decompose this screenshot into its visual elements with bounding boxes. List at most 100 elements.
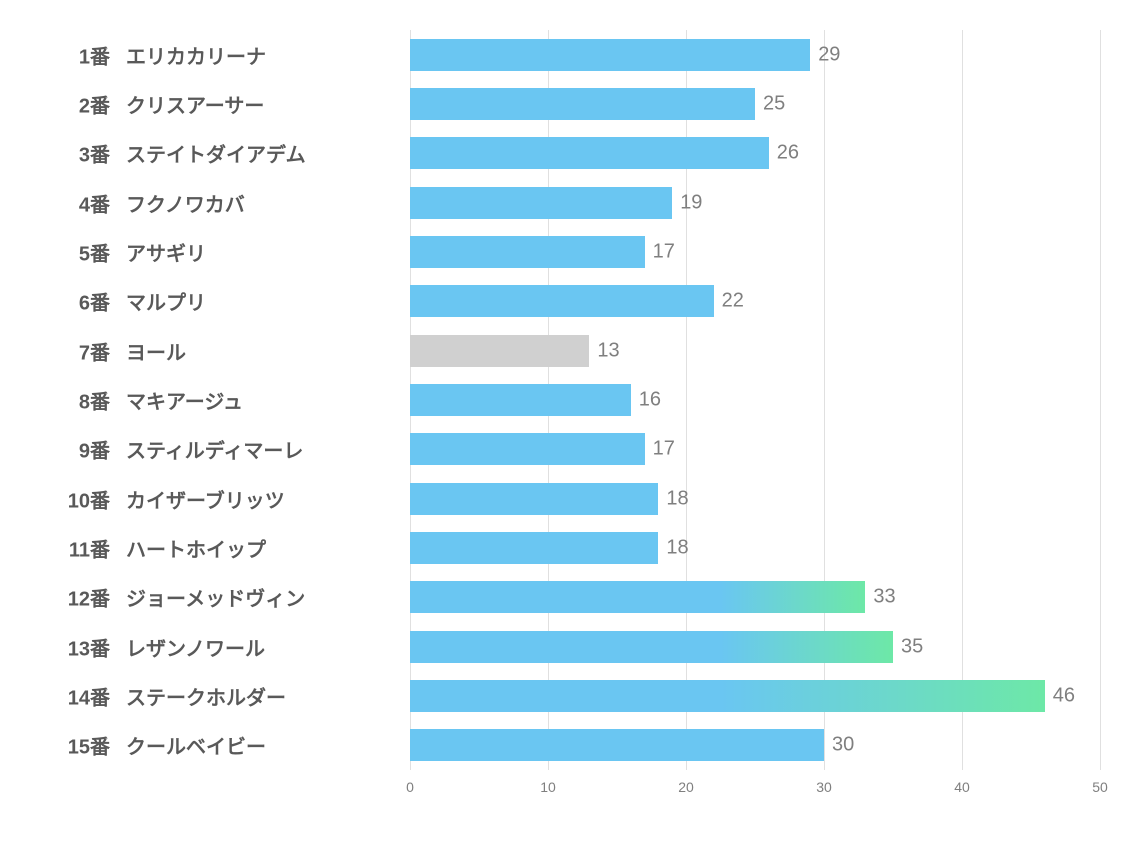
chart-row: 14番ステークホルダー 46: [40, 671, 1100, 720]
row-name: ハートホイップ: [126, 533, 406, 562]
bar-track: 13: [410, 335, 1100, 367]
bar-value: 35: [901, 635, 923, 658]
bar-value: 18: [666, 536, 688, 559]
row-number: 5番: [40, 237, 110, 266]
bar-track: 22: [410, 285, 1100, 317]
bar-value: 19: [680, 191, 702, 214]
chart-row: 2番クリスアーサー 25: [40, 79, 1100, 128]
bar-track: 25: [410, 88, 1100, 120]
bar: [410, 187, 672, 219]
bar-value: 18: [666, 487, 688, 510]
row-number: 4番: [40, 188, 110, 217]
row-name: エリカカリーナ: [126, 40, 406, 69]
bar-track: 18: [410, 532, 1100, 564]
bar-value: 26: [777, 142, 799, 165]
bar-value: 13: [597, 339, 619, 362]
bar-track: 29: [410, 39, 1100, 71]
bar-value: 30: [832, 734, 854, 757]
chart-row: 7番ヨール 13: [40, 326, 1100, 375]
bar-track: 17: [410, 433, 1100, 465]
bar: [410, 631, 893, 663]
bar-track: 26: [410, 137, 1100, 169]
chart-row: 12番ジョーメッドヴィン 33: [40, 573, 1100, 622]
row-number: 10番: [40, 484, 110, 513]
x-tick-label: 50: [1092, 779, 1108, 795]
bar: [410, 137, 769, 169]
bar-track: 35: [410, 631, 1100, 663]
row-number: 14番: [40, 681, 110, 710]
row-name: フクノワカバ: [126, 188, 406, 217]
x-tick-label: 40: [954, 779, 970, 795]
bar: [410, 335, 589, 367]
chart-row: 9番スティルディマーレ 17: [40, 425, 1100, 474]
chart-row: 8番マキアージュ 16: [40, 375, 1100, 424]
chart-row: 3番ステイトダイアデム 26: [40, 129, 1100, 178]
bar: [410, 236, 645, 268]
chart-rows: 1番エリカカリーナ 29 2番クリスアーサー 25 3番ステイトダイアデム 26 4番フクノ…: [40, 30, 1100, 770]
bar-track: 17: [410, 236, 1100, 268]
chart-row: 6番マルプリ 22: [40, 277, 1100, 326]
x-tick-label: 0: [406, 779, 414, 795]
bar-value: 17: [653, 438, 675, 461]
row-name: アサギリ: [126, 237, 406, 266]
bar-value: 25: [763, 92, 785, 115]
bar: [410, 680, 1045, 712]
bar: [410, 39, 810, 71]
row-number: 6番: [40, 287, 110, 316]
row-name: ジョーメッドヴィン: [126, 583, 406, 612]
row-name: ステークホルダー: [126, 681, 406, 710]
bar-track: 33: [410, 581, 1100, 613]
row-name: カイザーブリッツ: [126, 484, 406, 513]
bar: [410, 285, 714, 317]
x-tick-label: 10: [540, 779, 556, 795]
row-name: クールベイビー: [126, 731, 406, 760]
chart-row: 11番ハートホイップ 18: [40, 523, 1100, 572]
chart-row: 15番クールベイビー 30: [40, 721, 1100, 770]
bar-track: 16: [410, 384, 1100, 416]
bar-track: 46: [410, 680, 1100, 712]
row-number: 2番: [40, 89, 110, 118]
row-name: ステイトダイアデム: [126, 139, 406, 168]
row-number: 1番: [40, 40, 110, 69]
row-number: 9番: [40, 435, 110, 464]
row-number: 11番: [40, 533, 110, 562]
bar-track: 18: [410, 483, 1100, 515]
bar-value: 29: [818, 43, 840, 66]
row-name: マルプリ: [126, 287, 406, 316]
row-name: ヨール: [126, 336, 406, 365]
bar-value: 46: [1053, 684, 1075, 707]
bar: [410, 483, 658, 515]
row-number: 13番: [40, 632, 110, 661]
row-number: 15番: [40, 731, 110, 760]
horizontal-bar-chart: 1番エリカカリーナ 29 2番クリスアーサー 25 3番ステイトダイアデム 26 4番フクノ…: [40, 30, 1100, 820]
row-name: スティルディマーレ: [126, 435, 406, 464]
bar-track: 19: [410, 187, 1100, 219]
row-name: マキアージュ: [126, 385, 406, 414]
bar-value: 16: [639, 388, 661, 411]
chart-row: 5番アサギリ 17: [40, 227, 1100, 276]
chart-row: 1番エリカカリーナ 29: [40, 30, 1100, 79]
chart-row: 4番フクノワカバ 19: [40, 178, 1100, 227]
chart-row: 13番レザンノワール 35: [40, 622, 1100, 671]
bar: [410, 88, 755, 120]
row-name: クリスアーサー: [126, 89, 406, 118]
bar: [410, 384, 631, 416]
bar: [410, 729, 824, 761]
bar-value: 22: [722, 290, 744, 313]
bar-value: 33: [873, 586, 895, 609]
row-name: レザンノワール: [126, 632, 406, 661]
row-number: 7番: [40, 336, 110, 365]
row-number: 3番: [40, 139, 110, 168]
x-axis: 01020304050: [410, 775, 1100, 805]
bar-value: 17: [653, 240, 675, 263]
bar: [410, 433, 645, 465]
x-tick-label: 30: [816, 779, 832, 795]
bar: [410, 532, 658, 564]
gridline: [1100, 30, 1101, 770]
row-number: 12番: [40, 583, 110, 612]
chart-row: 10番カイザーブリッツ 18: [40, 474, 1100, 523]
bar: [410, 581, 865, 613]
row-number: 8番: [40, 385, 110, 414]
x-tick-label: 20: [678, 779, 694, 795]
bar-track: 30: [410, 729, 1100, 761]
